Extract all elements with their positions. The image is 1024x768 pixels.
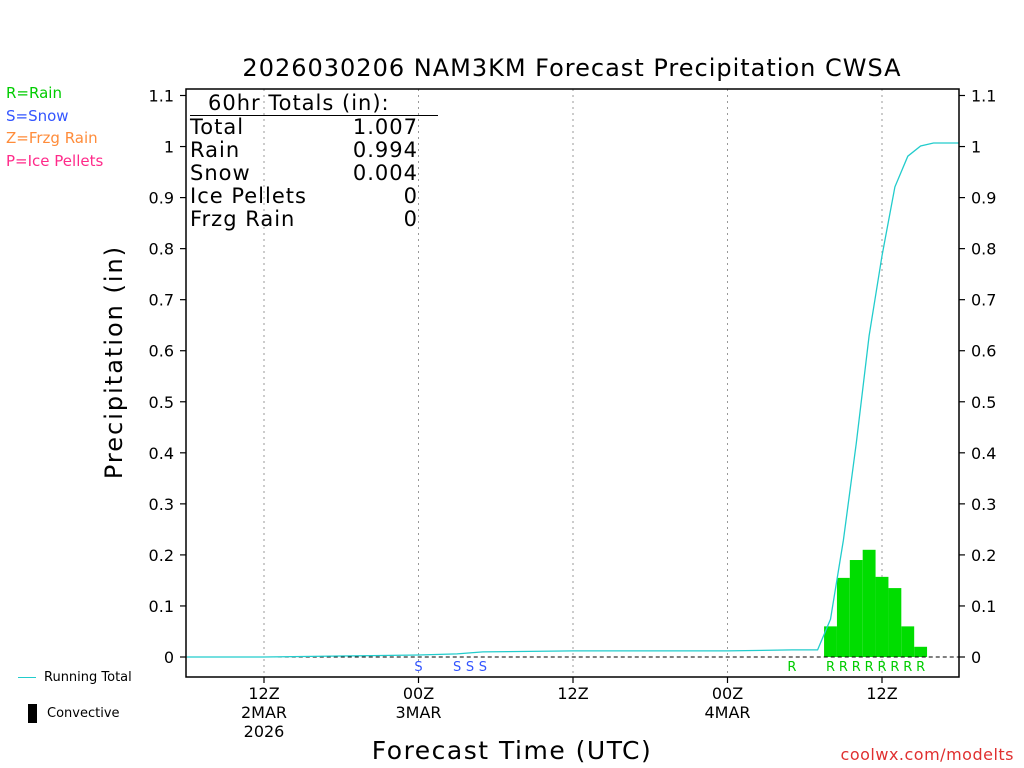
convective-swatch: [28, 704, 37, 723]
y-tick-label-right: 0.6: [971, 342, 996, 361]
ptype-marker-snow: S: [479, 660, 487, 675]
totals-value: 0: [403, 184, 418, 208]
ptype-marker-rain: R: [826, 660, 835, 675]
ptype-marker-rain: R: [916, 660, 925, 675]
x-tick-label: 3MAR: [395, 703, 441, 722]
ptype-marker-rain: R: [787, 660, 796, 675]
y-tick-label-left: 0.9: [149, 189, 174, 208]
precip-bar: [875, 576, 889, 657]
y-tick-label-left: 1: [164, 138, 174, 157]
precip-bar: [901, 626, 915, 657]
totals-row: Snow 0.004: [190, 162, 418, 185]
totals-row: Total 1.007: [190, 116, 418, 139]
totals-value: 0.004: [352, 161, 418, 185]
y-tick-label-left: 0.3: [149, 495, 174, 514]
y-tick-label-left: 0.8: [149, 240, 174, 259]
precip-bar: [862, 549, 876, 657]
precip-bar: [836, 577, 850, 657]
y-tick-label-left: 0.5: [149, 393, 174, 412]
totals-label: Total: [190, 115, 245, 139]
x-tick-label: 2MAR: [241, 703, 287, 722]
chart-title: 2026030206 NAM3KM Forecast Precipitation…: [242, 54, 901, 82]
y-tick-label-left: 0.7: [149, 291, 174, 310]
y-tick-label-right: 1.1: [971, 87, 996, 106]
y-tick-label-left: 0.2: [149, 546, 174, 565]
totals-label: Ice Pellets: [190, 184, 307, 208]
y-tick-label-left: 0.1: [149, 597, 174, 616]
ptype-marker-rain: R: [839, 660, 848, 675]
running-total-line: [186, 142, 960, 658]
x-tick-label: 12Z: [866, 684, 897, 703]
x-tick-label: 00Z: [403, 684, 434, 703]
running-total-swatch: [18, 677, 36, 678]
ptype-marker-rain: R: [903, 660, 912, 675]
totals-label: Frzg Rain: [190, 207, 296, 231]
x-axis-label: Forecast Time (UTC): [372, 736, 652, 765]
precip-type-legend: R=Rain S=Snow Z=Frzg Rain P=Ice Pellets: [6, 82, 103, 172]
x-tick-label: 12Z: [557, 684, 588, 703]
totals-header: 60hr Totals (in):: [190, 92, 438, 116]
ptype-marker-rain: R: [877, 660, 886, 675]
y-tick-label-right: 0.5: [971, 393, 996, 412]
y-tick-label-left: 0.6: [149, 342, 174, 361]
y-tick-label-right: 0.8: [971, 240, 996, 259]
y-tick-label-right: 0.4: [971, 444, 996, 463]
totals-value: 0: [403, 207, 418, 231]
totals-row: Frzg Rain 0: [190, 208, 418, 231]
y-tick-label-right: 0.7: [971, 291, 996, 310]
precip-bar: [824, 626, 837, 657]
totals-row: Ice Pellets 0: [190, 185, 418, 208]
y-axis-label: Precipitation (in): [100, 245, 128, 479]
y-tick-label-left: 1.1: [149, 87, 174, 106]
convective-label: Convective: [47, 706, 120, 721]
y-tick-label-right: 0.9: [971, 189, 996, 208]
totals-label: Rain: [190, 138, 241, 162]
precip-bar: [914, 646, 928, 657]
totals-value: 0.994: [352, 138, 418, 162]
x-tick-label: 00Z: [712, 684, 743, 703]
y-tick-label-right: 0: [971, 648, 981, 667]
legend-rain: R=Rain: [6, 84, 62, 102]
x-tick-label: 2026: [244, 722, 285, 741]
totals-row: Rain 0.994: [190, 139, 418, 162]
x-tick-label: 12Z: [248, 684, 279, 703]
y-tick-label-right: 0.3: [971, 495, 996, 514]
ptype-marker-snow: S: [453, 660, 461, 675]
x-tick-label: 4MAR: [704, 703, 750, 722]
totals-value: 1.007: [352, 115, 418, 139]
ptype-marker-snow: S: [466, 660, 474, 675]
y-tick-label-left: 0.4: [149, 444, 174, 463]
y-tick-label-right: 1: [971, 138, 981, 157]
ptype-marker-rain: R: [890, 660, 899, 675]
totals-label: Snow: [190, 161, 251, 185]
convective-legend: Convective: [18, 704, 120, 723]
y-tick-label-right: 0.2: [971, 546, 996, 565]
running-total-legend: Running Total: [18, 670, 132, 685]
ptype-marker-snow: S: [414, 660, 422, 675]
precip-bar: [849, 560, 863, 657]
ptype-marker-rain: R: [852, 660, 861, 675]
vertical-gridlines: [263, 89, 883, 677]
y-axis-ticks: 0 00.1 0.10.2 0.20.3 0.30.4 0.40.5 0.50.6 0.60.…: [149, 87, 997, 668]
y-tick-label-left: 0: [164, 648, 174, 667]
y-tick-label-right: 0.1: [971, 597, 996, 616]
running-total-label: Running Total: [44, 670, 132, 685]
precip-bar: [888, 588, 902, 657]
watermark: coolwx.com/modelts: [840, 745, 1014, 764]
precip-bars: [824, 549, 928, 657]
legend-ice-pellets: P=Ice Pellets: [6, 151, 104, 170]
ptype-marker-rain: R: [865, 660, 874, 675]
totals-box: 60hr Totals (in): Total 1.007 Rain 0.994 S…: [190, 92, 438, 231]
legend-frzg-rain: Z=Frzg Rain: [6, 129, 98, 147]
legend-snow: S=Snow: [6, 106, 69, 125]
